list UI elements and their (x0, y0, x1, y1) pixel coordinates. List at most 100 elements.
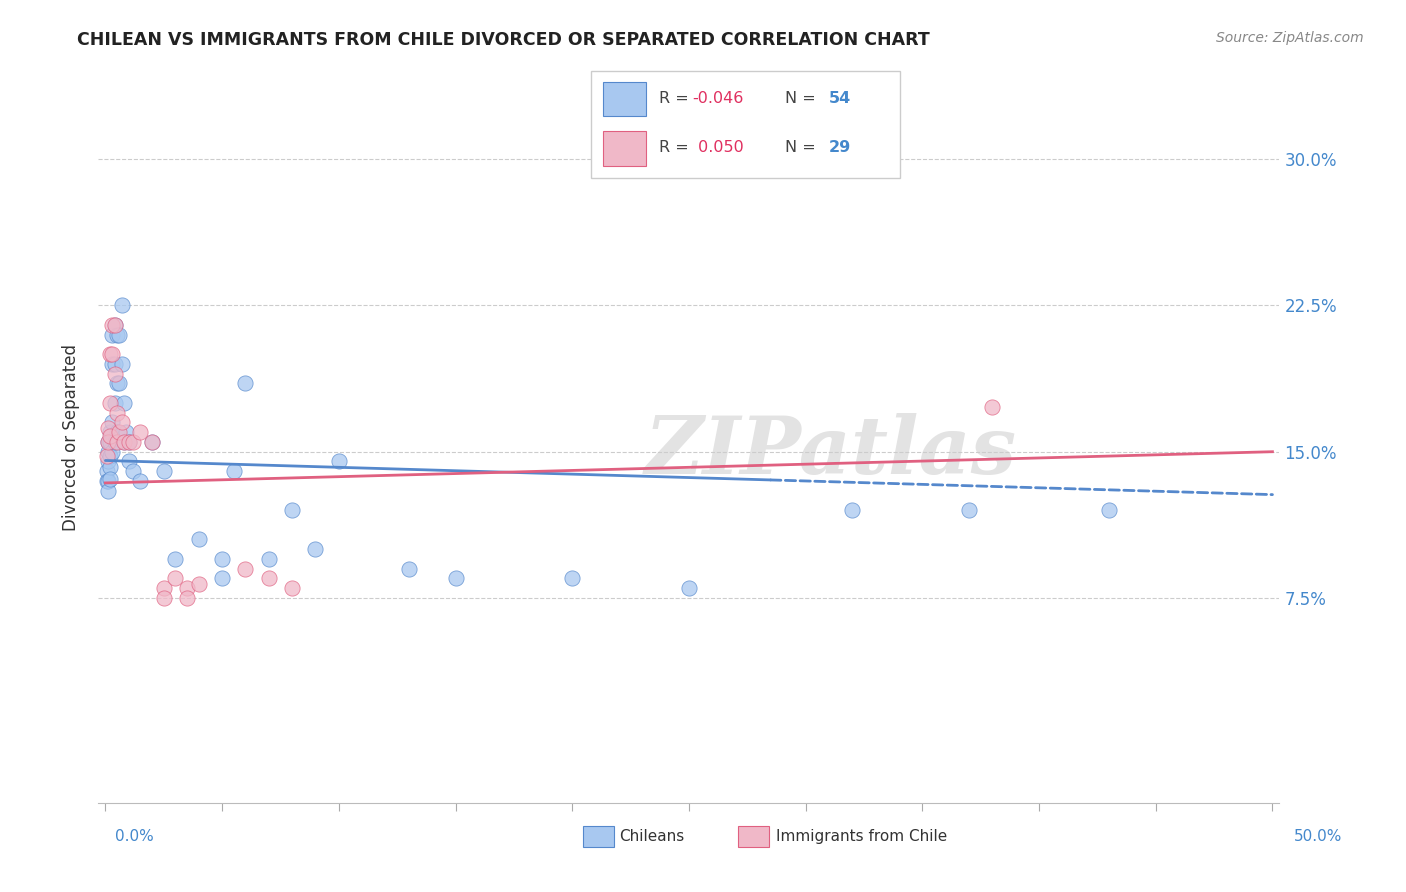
Text: Source: ZipAtlas.com: Source: ZipAtlas.com (1216, 31, 1364, 45)
Point (98, 429, 121, 443)
Text: ZIPatlas: ZIPatlas (644, 413, 1017, 491)
Point (118, 434, 141, 449)
Point (97, 421, 120, 435)
Point (104, 367, 127, 381)
Point (101, 327, 124, 342)
Text: R =: R = (658, 91, 693, 106)
Point (97, 483, 120, 498)
Point (105, 327, 128, 342)
Point (957, 503, 980, 517)
Point (152, 581, 174, 595)
Point (97, 474, 120, 488)
Point (104, 396, 127, 410)
Point (97, 434, 120, 449)
Point (96, 449, 118, 463)
Point (444, 572, 467, 586)
Point (152, 464, 174, 478)
Point (98, 472, 121, 486)
Point (187, 533, 209, 547)
Point (122, 434, 145, 449)
Point (981, 400, 1004, 414)
Point (112, 396, 135, 410)
Point (841, 503, 863, 517)
Point (328, 454, 350, 468)
Point (111, 298, 134, 312)
Point (129, 474, 152, 488)
Point (165, 572, 187, 586)
Text: N =: N = (786, 91, 821, 106)
Point (101, 416, 124, 430)
Point (118, 434, 141, 449)
Point (98, 449, 121, 463)
Point (97, 444, 120, 458)
Bar (603, 131, 647, 166)
Text: 0.050: 0.050 (693, 140, 744, 155)
Point (101, 347, 124, 361)
Point (108, 425, 131, 440)
Y-axis label: Divorced or Separated: Divorced or Separated (62, 343, 80, 531)
Point (98, 434, 121, 449)
Point (187, 577, 209, 591)
Point (281, 581, 304, 595)
Point (105, 406, 128, 420)
Point (97, 434, 120, 449)
Point (257, 552, 280, 566)
Point (104, 357, 127, 371)
Point (281, 503, 304, 517)
Text: 29: 29 (828, 140, 851, 155)
Point (112, 434, 135, 449)
Point (129, 425, 152, 440)
Point (211, 552, 233, 566)
FancyBboxPatch shape (591, 71, 900, 178)
Point (104, 318, 127, 332)
Point (111, 416, 134, 430)
Text: -0.046: -0.046 (693, 91, 744, 106)
Point (98, 396, 121, 410)
Text: Chileans: Chileans (619, 830, 683, 844)
Text: 50.0%: 50.0% (1295, 830, 1343, 844)
Point (141, 434, 163, 449)
Point (96, 474, 118, 488)
Point (176, 591, 198, 605)
Text: R =: R = (658, 140, 693, 155)
Point (165, 552, 187, 566)
Point (104, 318, 127, 332)
Point (111, 357, 134, 371)
Point (176, 581, 198, 595)
Point (101, 444, 124, 458)
Point (235, 376, 257, 391)
Point (122, 464, 145, 478)
Point (257, 572, 280, 586)
Text: 54: 54 (828, 91, 851, 106)
Text: 0.0%: 0.0% (115, 830, 155, 844)
Bar (603, 82, 647, 116)
Point (678, 581, 700, 595)
Point (222, 464, 245, 478)
Point (101, 357, 124, 371)
Point (105, 434, 128, 449)
Point (96, 464, 118, 478)
Point (398, 562, 420, 576)
Point (235, 562, 257, 576)
Point (112, 434, 135, 449)
Point (561, 572, 583, 586)
Point (104, 434, 127, 449)
Point (1098, 503, 1121, 517)
Point (304, 542, 326, 557)
Point (97, 454, 120, 468)
Point (98, 347, 121, 361)
Text: N =: N = (786, 140, 821, 155)
Point (152, 591, 174, 605)
Point (105, 425, 128, 440)
Point (211, 572, 233, 586)
Point (108, 327, 131, 342)
Point (115, 425, 138, 440)
Point (118, 454, 141, 468)
Point (770, 161, 793, 176)
Point (98, 460, 121, 475)
Point (98, 425, 121, 440)
Point (141, 434, 163, 449)
Point (105, 376, 128, 391)
Point (108, 376, 131, 391)
Point (101, 318, 124, 332)
